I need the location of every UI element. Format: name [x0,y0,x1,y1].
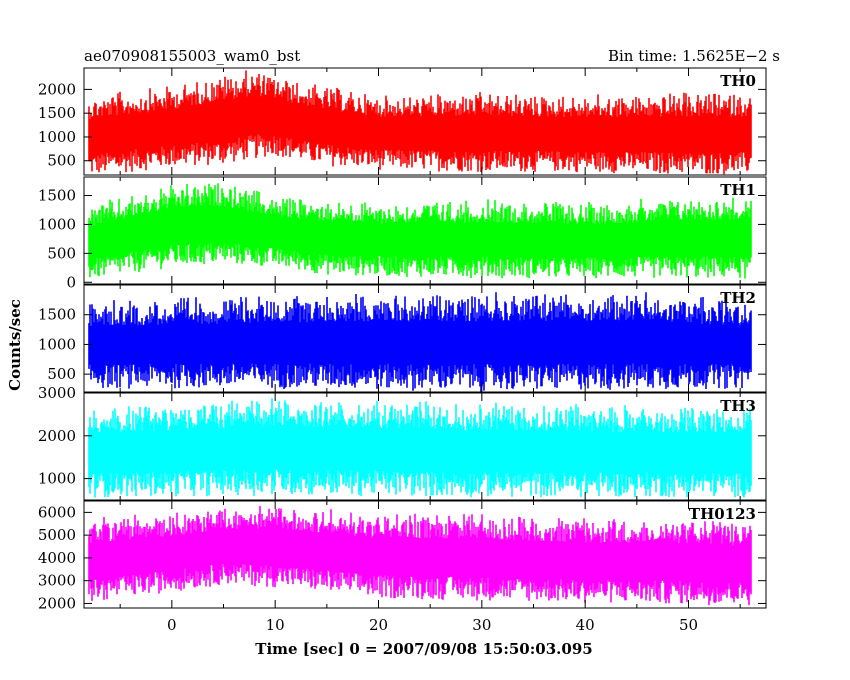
x-tick-label: 0 [167,616,177,634]
x-tick-label: 30 [472,616,491,634]
y-tick-label: 1000 [38,335,76,353]
y-tick-label: 1500 [38,306,76,324]
y-tick-label: 1000 [38,470,76,488]
x-axis-label: Time [sec] 0 = 2007/09/08 15:50:03.095 [255,640,592,658]
panel-frame [83,176,767,285]
y-tick-label: 6000 [38,503,76,521]
y-tick-label: 4000 [38,549,76,567]
series-th0 [88,70,752,175]
y-tick-label: 5000 [38,526,76,544]
y-axis-label: Counts/sec [6,299,24,391]
panel-label: TH2 [720,289,756,307]
panel-label: TH1 [720,181,756,199]
y-tick-label: 1000 [38,128,76,146]
x-tick-label: 40 [576,616,595,634]
y-tick-label: 2000 [38,80,76,98]
panel-th1: 0 500 1000 1500 TH1 [38,176,767,291]
y-tick-label: 500 [47,152,76,170]
y-tick-label: 2000 [38,594,76,612]
series-th1 [88,183,752,279]
panel-th0: 500 1000 1500 2000 TH0 [38,67,767,176]
x-tick-label: 20 [369,616,388,634]
y-tick-label: 1500 [38,104,76,122]
panel-th2: 500 1000 1500 TH2 [38,284,767,393]
x-tick-label: 10 [266,616,285,634]
y-tick-label: 1000 [38,215,76,233]
y-tick-label: 3000 [38,384,76,402]
y-tick-label: 2000 [38,427,76,445]
panel-label: TH0 [720,72,756,90]
panel-label: TH0123 [689,505,756,523]
series-th3 [88,398,752,498]
panel-th0123: 2000 3000 4000 5000 6000 TH0123 [38,500,767,612]
panel-label: TH3 [720,397,756,415]
chart-title-left: ae070908155003_wam0_bst [84,47,300,65]
panel-th3: 1000 2000 3000 TH3 [38,384,767,501]
panel-frame [83,500,767,609]
x-tick-label: 50 [679,616,698,634]
x-axis: 0 10 20 30 40 50 [167,616,698,634]
panel-frame [83,67,767,176]
panel-frame [83,392,767,501]
y-tick-label: 500 [47,365,76,383]
y-tick-label: 500 [47,244,76,262]
y-tick-label: 1500 [38,187,76,205]
panel-frame [83,284,767,393]
y-tick-label: 0 [66,273,76,291]
y-tick-label: 3000 [38,572,76,590]
series-th0123 [88,506,752,606]
series-th2 [88,292,752,392]
chart-title-right: Bin time: 1.5625E−2 s [608,47,780,65]
